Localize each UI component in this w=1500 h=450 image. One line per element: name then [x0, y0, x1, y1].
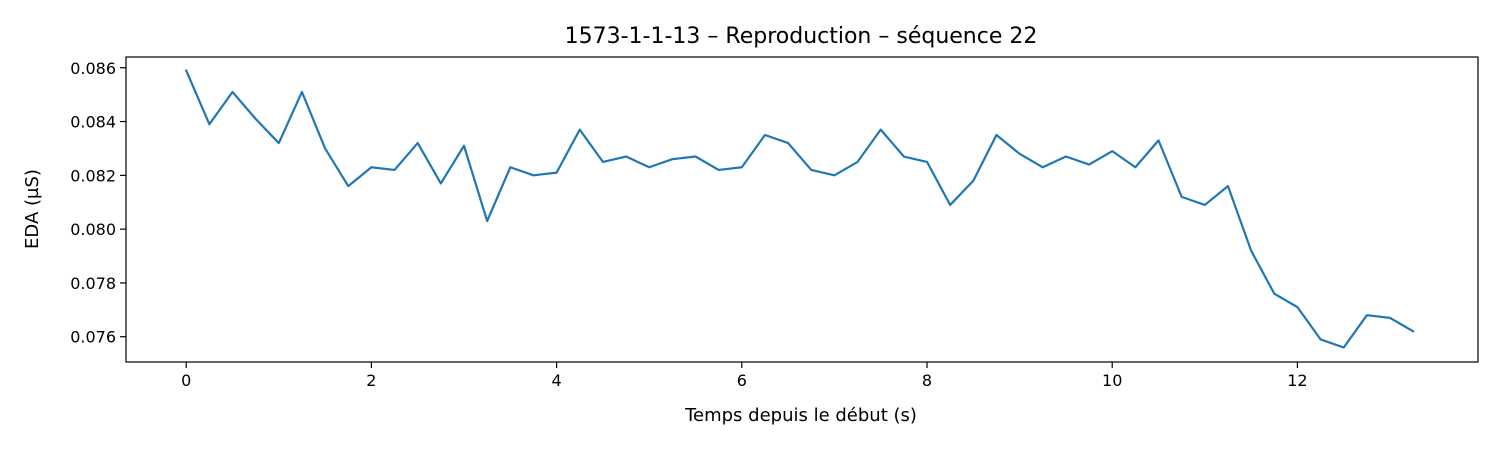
y-tick-label: 0.082 [70, 166, 116, 185]
chart-title: 1573-1-1-13 – Reproduction – séquence 22 [565, 24, 1038, 49]
x-tick-label: 8 [922, 371, 932, 390]
y-tick-label: 0.080 [70, 220, 116, 239]
x-tick-label: 12 [1287, 371, 1307, 390]
x-tick-label: 10 [1102, 371, 1122, 390]
y-axis: 0.076 0.078 0.080 0.082 0.084 0.086 [70, 59, 126, 347]
series-line [185, 69, 1415, 349]
y-tick-label: 0.078 [70, 274, 116, 293]
y-tick-label: 0.076 [70, 328, 116, 347]
y-tick-label: 0.086 [70, 59, 116, 78]
plot-area [185, 69, 1415, 349]
x-tick-label: 0 [181, 371, 191, 390]
x-tick-label: 6 [737, 371, 747, 390]
y-axis-label: EDA (µS) [22, 169, 43, 249]
x-axis: 0 2 4 6 8 10 12 [181, 362, 1308, 390]
y-tick-label: 0.084 [70, 113, 116, 132]
x-tick-label: 4 [552, 371, 562, 390]
x-tick-label: 2 [366, 371, 376, 390]
x-axis-label: Temps depuis le début (s) [684, 405, 917, 426]
plot-frame [125, 56, 1479, 363]
